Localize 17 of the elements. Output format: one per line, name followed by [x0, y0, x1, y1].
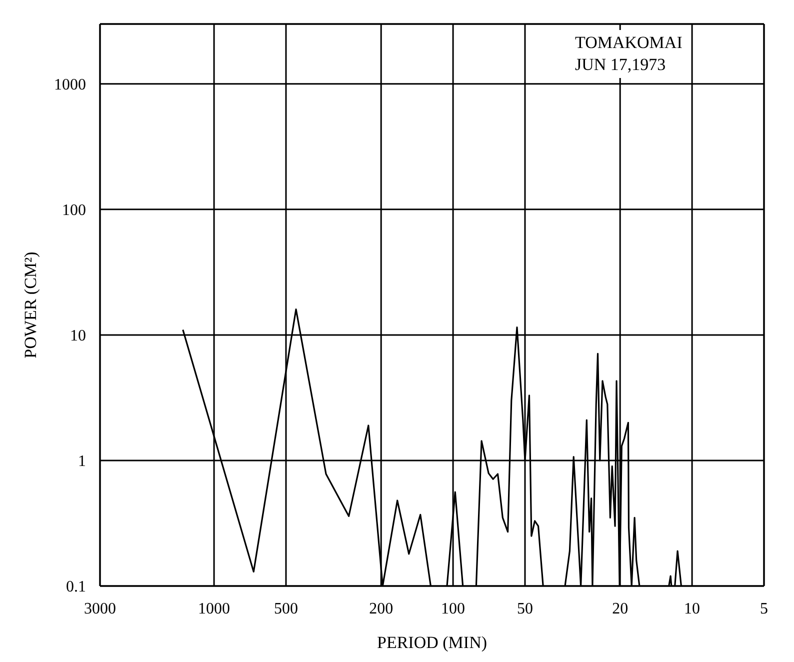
y-tick-label: 100 [62, 202, 86, 220]
y-tick-label: 10 [70, 328, 86, 345]
y-axis-title: POWER (CM²) [21, 252, 40, 358]
x-tick-label: 5 [760, 600, 768, 618]
x-tick-label: 50 [516, 600, 533, 618]
x-tick-label: 100 [441, 600, 466, 618]
annotation: TOMAKOMAI JUN 17,1973 [571, 30, 686, 78]
x-tick-label: 1000 [198, 600, 230, 618]
x-tick-label: 500 [274, 600, 298, 618]
x-tick-label: 10 [684, 600, 700, 618]
x-tick-label: 20 [612, 600, 628, 618]
y-tick-label: 1 [78, 453, 86, 470]
x-tick-label: 3000 [84, 600, 116, 618]
y-tick-label: 1000 [54, 76, 86, 94]
x-tick-label: 200 [369, 600, 394, 618]
y-tick-label: 0.1 [66, 578, 86, 596]
x-axis-title: PERIOD (MIN) [376, 633, 488, 652]
